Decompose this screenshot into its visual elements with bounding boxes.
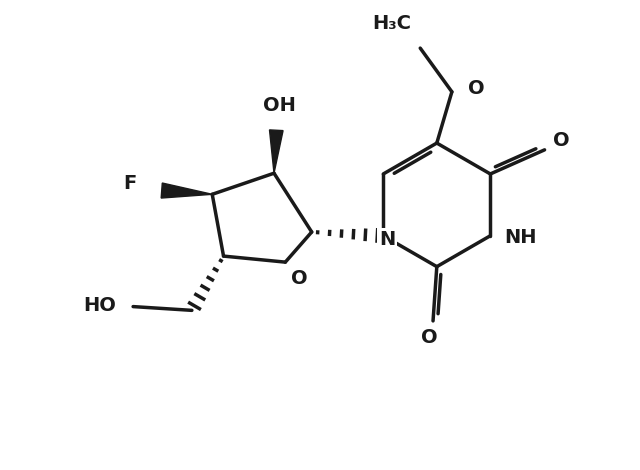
Text: OH: OH xyxy=(263,96,296,115)
Polygon shape xyxy=(161,183,212,198)
Text: H₃C: H₃C xyxy=(372,15,411,33)
Text: F: F xyxy=(124,173,137,193)
Text: O: O xyxy=(421,328,438,347)
Text: NH: NH xyxy=(504,228,536,247)
Polygon shape xyxy=(269,130,283,173)
Text: O: O xyxy=(553,131,570,150)
Text: HO: HO xyxy=(84,296,116,314)
Text: N: N xyxy=(379,230,395,249)
Text: O: O xyxy=(468,78,485,98)
Text: O: O xyxy=(291,269,307,288)
